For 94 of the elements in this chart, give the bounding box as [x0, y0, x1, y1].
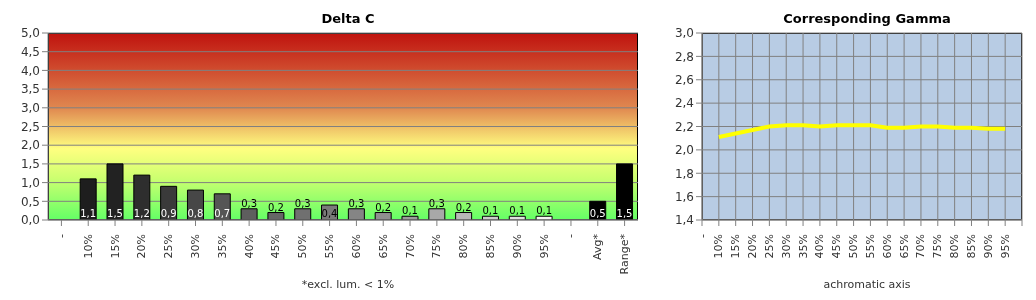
data-label: 0,8 [187, 208, 204, 219]
x-tick-label: 25% [762, 234, 776, 259]
data-label: 0,2 [455, 201, 472, 213]
y-tick-label: 1,6 [674, 189, 694, 204]
x-tick-label: 10% [712, 234, 726, 259]
data-label: 0,7 [214, 208, 231, 219]
bar [240, 208, 258, 220]
x-tick-label: 55% [863, 234, 877, 259]
data-label: 0,5 [589, 208, 606, 219]
data-label: 0,1 [402, 205, 418, 217]
bar [616, 163, 634, 220]
x-tick-label: 15% [108, 234, 122, 259]
x-tick-label: 95% [998, 234, 1012, 259]
data-label: 0,3 [294, 197, 311, 209]
y-tick-label: 2,2 [674, 119, 694, 134]
bar [294, 208, 312, 220]
line-series [716, 123, 1008, 140]
bar [79, 178, 97, 220]
x-tick-label: 60% [349, 234, 363, 259]
x-tick-label: 70% [403, 234, 417, 259]
x-tick-label: 40% [242, 234, 256, 259]
data-label: 0,1 [482, 205, 499, 217]
x-tick-label: 40% [813, 234, 827, 259]
y-tick-label: 1,4 [674, 213, 694, 228]
data-label: 1,5 [616, 208, 633, 219]
x-tick-label: 25% [162, 234, 176, 259]
y-tick-label: 3,0 [674, 26, 694, 41]
x-tick-label: 35% [796, 234, 810, 259]
y-tick-label: 5,0 [20, 26, 40, 41]
x-axis-title: achromatic axis [822, 278, 912, 291]
data-label: 0,3 [348, 197, 365, 209]
x-tick-label: 50% [847, 234, 861, 259]
data-label: 1,2 [133, 208, 150, 219]
data-label: 0,2 [267, 201, 284, 213]
x-tick-label: Range* [618, 233, 632, 275]
x-tick-label: 45% [830, 234, 844, 259]
data-label: 0,3 [428, 197, 445, 209]
y-tick-label: 4,0 [20, 63, 40, 78]
y-tick-label: 2,6 [674, 73, 694, 88]
x-tick-label: 65% [897, 234, 911, 259]
y-tick-label: 1,0 [20, 175, 40, 190]
y-tick-label: 2,8 [674, 49, 694, 64]
bar [106, 163, 124, 220]
y-tick-label: 2,4 [674, 96, 694, 111]
x-tick-label: 45% [269, 234, 283, 259]
x-tick-label: 85% [964, 234, 978, 259]
x-tick-label: 80% [948, 234, 962, 259]
x-tick-label: 20% [135, 234, 149, 259]
y-tick-label: 0,0 [20, 213, 40, 228]
x-tick-label: 80% [457, 234, 471, 259]
bar [267, 212, 285, 220]
x-tick-label: 55% [323, 234, 337, 259]
data-label: 1,5 [107, 208, 123, 219]
bar [133, 174, 151, 220]
x-tick-label: 65% [376, 234, 390, 259]
x-axis-title: *excl. lum. < 1% [300, 278, 396, 291]
bar [428, 208, 446, 220]
chart-title: Corresponding Gamma [782, 10, 952, 28]
data-label: 0,1 [536, 205, 553, 217]
chart-title: Delta C [320, 10, 376, 28]
x-tick-label: 75% [931, 234, 945, 259]
x-tick-label: - [54, 233, 68, 238]
x-tick-label: 15% [729, 234, 743, 259]
x-tick-label: 60% [880, 234, 894, 259]
y-tick-label: 2,5 [20, 119, 40, 134]
data-label: 0,3 [241, 197, 258, 209]
x-tick-label: 10% [81, 234, 95, 259]
x-tick-label: 35% [215, 234, 229, 259]
data-label: 0,2 [375, 201, 392, 213]
x-tick-label: - [695, 233, 709, 238]
y-tick-label: 0,5 [20, 194, 40, 209]
y-tick-label: 1,5 [20, 157, 40, 172]
x-tick-label: 20% [746, 234, 760, 259]
data-label: 0,1 [509, 205, 526, 217]
x-tick-label: 90% [510, 234, 524, 259]
x-tick-label: 95% [537, 234, 551, 259]
data-label: 1,1 [80, 208, 97, 219]
y-tick-label: 2,0 [20, 138, 40, 153]
x-tick-label: Avg* [591, 233, 605, 260]
x-tick-label: 70% [914, 234, 928, 259]
y-tick-label: 2,0 [674, 143, 694, 158]
y-tick-label: 3,0 [20, 101, 40, 116]
data-label: 0,9 [160, 208, 177, 219]
data-label: 0,4 [321, 208, 338, 219]
y-tick-label: 1,8 [674, 166, 694, 181]
x-tick-label: 85% [484, 234, 497, 259]
x-tick-label: 75% [430, 234, 444, 259]
y-tick-label: 3,5 [20, 82, 40, 97]
x-tick-label: 90% [981, 234, 995, 259]
y-tick-label: 4,5 [20, 44, 40, 59]
x-tick-label: 50% [296, 234, 310, 259]
x-tick-label: 30% [189, 234, 202, 259]
x-tick-label: 30% [779, 234, 793, 259]
x-tick-label: - [564, 233, 578, 238]
